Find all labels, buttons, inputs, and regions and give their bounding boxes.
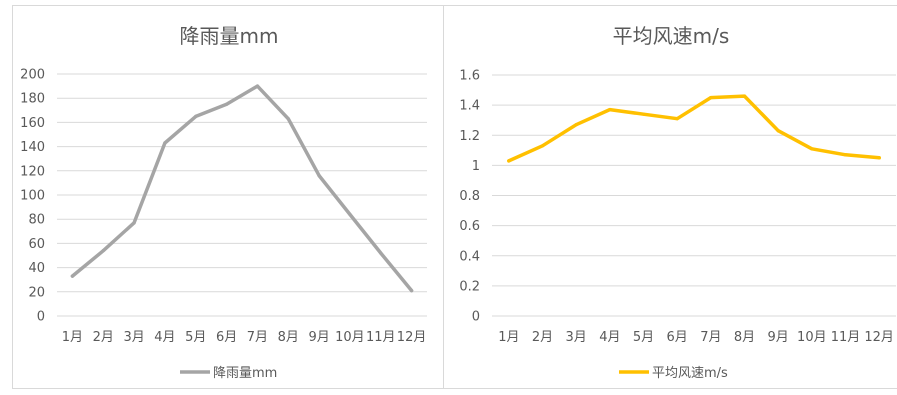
data-point xyxy=(317,174,321,178)
data-point xyxy=(776,129,780,133)
y-tick-label: 0.8 xyxy=(459,189,480,204)
legend-label-wind-speed: 平均风速m/s xyxy=(652,366,728,381)
data-point xyxy=(507,159,511,163)
data-point xyxy=(70,274,75,278)
data-point xyxy=(224,102,229,106)
wind-speed-chart-panel: 平均风速m/s 0 0.2 0.4 0.6 0.8 1 1.2 1.4 1.6 1月 2月 3月 4月… xyxy=(443,5,897,389)
x-tick-label: 12月 xyxy=(397,330,427,345)
x-tick-label: 10月 xyxy=(335,330,365,345)
x-tick-label: 1月 xyxy=(62,330,83,345)
data-point xyxy=(255,84,260,88)
x-tick-label: 12月 xyxy=(864,330,894,345)
y-tick-label: 0.4 xyxy=(459,249,480,264)
y-tick-label: 1.6 xyxy=(459,69,480,84)
y-tick-label: 160 xyxy=(20,116,45,131)
rainfall-chart-panel: 降雨量mm 0 20 40 60 80 100 120 140 160 180 200 1月 2月 3月… xyxy=(12,5,444,389)
x-tick-label: 8月 xyxy=(278,330,299,345)
x-tick-label: 4月 xyxy=(599,330,620,345)
y-tick-label: 0 xyxy=(37,310,45,325)
data-point xyxy=(675,117,679,121)
data-point xyxy=(194,114,198,118)
rainfall-chart: 降雨量mm 0 20 40 60 80 100 120 140 160 180 200 1月 2月 3月… xyxy=(20,24,427,381)
data-point xyxy=(877,156,881,160)
legend: 平均风速m/s xyxy=(619,366,728,381)
data-point xyxy=(163,141,167,145)
series-line xyxy=(70,84,414,293)
x-tick-label: 9月 xyxy=(768,330,789,345)
series-line xyxy=(507,94,881,163)
y-tick-label: 0 xyxy=(472,310,480,325)
data-point xyxy=(709,95,713,100)
data-point xyxy=(574,123,578,127)
x-tick-label: 7月 xyxy=(247,330,268,345)
data-point xyxy=(810,147,814,151)
y-tick-label: 0.6 xyxy=(459,219,480,234)
y-tick-label: 1 xyxy=(472,159,480,174)
legend-label-rainfall: 降雨量mm xyxy=(213,366,277,381)
x-tick-label: 1月 xyxy=(498,330,519,345)
data-point xyxy=(132,221,136,225)
y-tick-label: 40 xyxy=(28,261,45,276)
y-tick-label: 120 xyxy=(20,164,45,179)
y-tick-label: 1.4 xyxy=(459,99,480,114)
x-tick-label: 2月 xyxy=(93,330,114,345)
x-tick-label: 7月 xyxy=(700,330,721,345)
x-tick-label: 2月 xyxy=(532,330,553,345)
chart-title: 降雨量mm xyxy=(180,24,279,48)
data-point xyxy=(540,144,545,148)
data-point xyxy=(641,112,646,116)
x-tick-label: 11月 xyxy=(831,330,861,345)
data-point xyxy=(286,117,290,121)
x-tick-label: 11月 xyxy=(366,330,396,345)
x-tick-label: 3月 xyxy=(566,330,587,345)
y-tick-label: 140 xyxy=(20,140,45,155)
y-tick-label: 100 xyxy=(20,189,45,204)
x-tick-label: 5月 xyxy=(633,330,654,345)
wind-speed-chart: 平均风速m/s 0 0.2 0.4 0.6 0.8 1 1.2 1.4 1.6 1月 2月 3月 4月… xyxy=(459,24,896,381)
x-tick-label: 6月 xyxy=(667,330,688,345)
x-tick-label: 6月 xyxy=(216,330,237,345)
x-tick-label: 3月 xyxy=(123,330,144,345)
data-point xyxy=(101,249,105,253)
data-point xyxy=(608,108,612,112)
x-tick-label: 10月 xyxy=(797,330,827,345)
data-point xyxy=(742,94,747,98)
y-tick-label: 180 xyxy=(20,92,45,107)
y-tick-label: 80 xyxy=(28,213,45,228)
x-tick-label: 8月 xyxy=(734,330,755,345)
data-point xyxy=(348,212,352,216)
x-tick-label: 4月 xyxy=(154,330,175,345)
y-tick-label: 60 xyxy=(28,237,45,252)
data-point xyxy=(379,251,383,255)
y-tick-label: 0.2 xyxy=(459,279,480,294)
chart-title: 平均风速m/s xyxy=(613,24,730,48)
data-point xyxy=(409,288,414,293)
y-tick-label: 200 xyxy=(20,68,45,83)
y-tick-label: 1.2 xyxy=(459,129,480,144)
x-tick-label: 5月 xyxy=(185,330,206,345)
legend: 降雨量mm xyxy=(180,366,277,381)
data-point xyxy=(843,153,848,157)
y-tick-label: 20 xyxy=(28,285,45,300)
x-tick-label: 9月 xyxy=(308,330,329,345)
